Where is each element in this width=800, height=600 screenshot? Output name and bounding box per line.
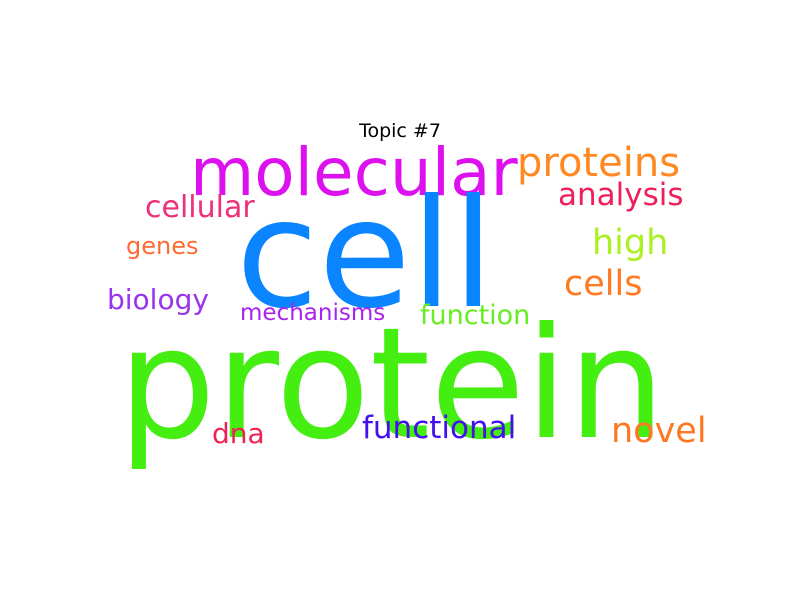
word-cellular: cellular [145,190,255,225]
word-protein: protein [118,295,666,474]
word-proteins: proteins [517,140,681,186]
word-analysis: analysis [558,177,684,213]
word-mechanisms: mechanisms [240,300,386,326]
word-molecular: molecular [190,134,518,211]
word-dna: dna [212,417,265,450]
word-function: function [420,300,531,331]
word-genes: genes [126,232,199,260]
word-cells: cells [564,264,643,304]
word-cell: cell [236,168,495,342]
word-biology: biology [107,283,209,316]
word-functional: functional [362,410,517,446]
word-high: high [592,223,669,263]
word-novel: novel [611,411,707,451]
chart-title: Topic #7 [359,120,441,142]
